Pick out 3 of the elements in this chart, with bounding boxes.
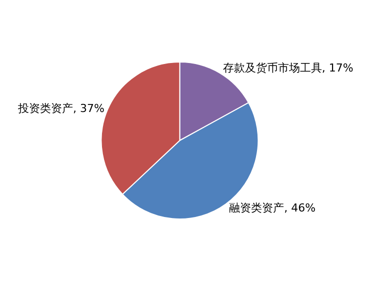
slice-label: 融资类资产, 46% [229,202,316,215]
slice-label: 投资类资产, 37% [17,102,104,115]
slice-label: 存款及货币市场工具, 17% [222,62,354,75]
